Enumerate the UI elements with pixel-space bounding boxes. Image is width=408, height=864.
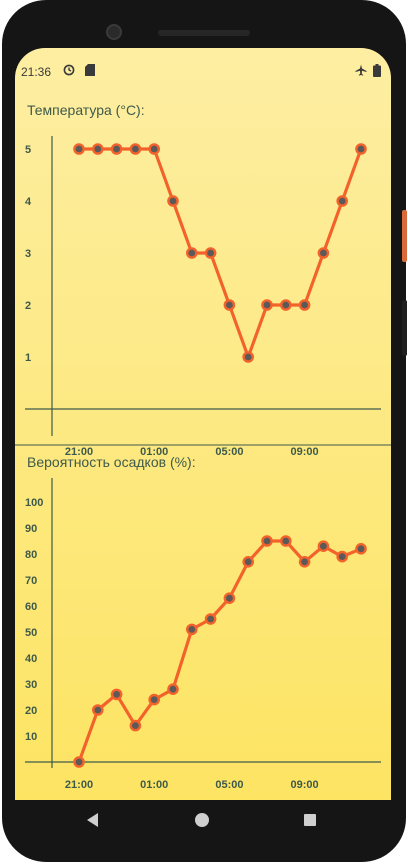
precipitation-data-point — [74, 757, 83, 766]
temperature-y-tick-label: 3 — [25, 248, 31, 260]
temperature-data-point — [74, 144, 83, 153]
temperature-data-point — [244, 352, 253, 361]
earpiece-speaker — [158, 30, 250, 36]
temperature-data-point — [319, 248, 328, 257]
precipitation-data-point — [225, 594, 234, 603]
charts-canvas: 1 2 3 4 5 21:00 01:00 05:00 09:00 10 20 30 40 50 60 70 8… — [15, 48, 391, 800]
precipitation-y-tick-label: 20 — [25, 705, 37, 717]
precipitation-data-point — [338, 552, 347, 561]
recent-apps-icon[interactable] — [304, 814, 316, 826]
navigation-bar — [15, 800, 391, 840]
front-camera — [106, 24, 122, 40]
precipitation-x-tick-label: 01:00 — [140, 779, 168, 791]
precipitation-y-tick-label: 90 — [25, 523, 37, 535]
precipitation-data-point — [281, 536, 290, 545]
temperature-data-point — [356, 144, 365, 153]
precipitation-y-tick-label: 60 — [25, 601, 37, 613]
temperature-data-point — [338, 196, 347, 205]
precipitation-y-tick-label: 10 — [25, 731, 37, 743]
precipitation-x-tick-label: 09:00 — [291, 779, 319, 791]
precipitation-data-point — [356, 544, 365, 553]
app-screen: 21:36 Температура (°C): Вероятность осад… — [15, 48, 391, 800]
temperature-data-point — [131, 144, 140, 153]
temperature-y-tick-label: 1 — [25, 352, 31, 364]
temperature-x-tick-label: 01:00 — [140, 446, 168, 458]
precipitation-y-tick-label: 80 — [25, 549, 37, 561]
precipitation-data-point — [93, 705, 102, 714]
temperature-data-point — [300, 300, 309, 309]
temperature-data-point — [281, 300, 290, 309]
precipitation-data-point — [168, 685, 177, 694]
precipitation-y-tick-label: 70 — [25, 575, 37, 587]
precipitation-data-point — [187, 625, 196, 634]
volume-button — [402, 300, 407, 356]
precipitation-y-tick-label: 50 — [25, 627, 37, 639]
temperature-x-tick-label: 21:00 — [65, 446, 93, 458]
precipitation-data-point — [300, 557, 309, 566]
precipitation-y-tick-label: 40 — [25, 653, 37, 665]
precipitation-data-point — [319, 542, 328, 551]
precipitation-data-point — [112, 690, 121, 699]
temperature-data-point — [225, 300, 234, 309]
temperature-data-point — [93, 144, 102, 153]
precipitation-x-tick-label: 05:00 — [215, 779, 243, 791]
power-button — [402, 210, 407, 262]
home-icon[interactable] — [195, 813, 209, 827]
precipitation-data-point — [131, 721, 140, 730]
temperature-y-tick-label: 2 — [25, 300, 31, 312]
temperature-data-point — [150, 144, 159, 153]
precipitation-y-tick-label: 30 — [25, 679, 37, 691]
temperature-data-point — [262, 300, 271, 309]
precipitation-series-line — [79, 541, 361, 762]
back-icon[interactable] — [87, 813, 98, 827]
temperature-data-point — [187, 248, 196, 257]
precipitation-y-tick-label: 100 — [25, 497, 43, 509]
precipitation-data-point — [244, 557, 253, 566]
temperature-x-tick-label: 09:00 — [291, 446, 319, 458]
precipitation-x-tick-label: 21:00 — [65, 779, 93, 791]
temperature-data-point — [206, 248, 215, 257]
temperature-x-tick-label: 05:00 — [215, 446, 243, 458]
precipitation-data-point — [150, 695, 159, 704]
temperature-y-tick-label: 5 — [25, 144, 31, 156]
precipitation-data-point — [206, 614, 215, 623]
temperature-y-tick-label: 4 — [25, 196, 32, 208]
precipitation-data-point — [262, 536, 271, 545]
temperature-data-point — [168, 196, 177, 205]
temperature-data-point — [112, 144, 121, 153]
